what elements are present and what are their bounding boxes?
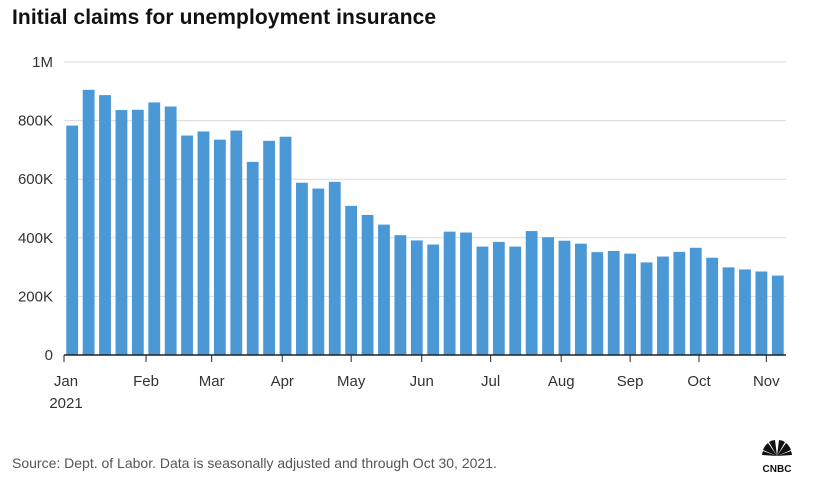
chart-title: Initial claims for unemployment insuranc…	[12, 6, 437, 29]
bar	[673, 251, 686, 355]
y-tick-label: 200K	[18, 288, 53, 305]
bar	[542, 237, 554, 355]
bar	[624, 253, 637, 355]
bar	[246, 161, 259, 355]
cnbc-logo: CNBC	[754, 436, 800, 475]
source-note: Source: Dept. of Labor. Data is seasonal…	[12, 455, 497, 471]
bar	[574, 243, 587, 355]
bar	[640, 262, 653, 355]
y-axis: 0 200K 400K 600K 800K 1M	[18, 54, 53, 364]
x-tick-label: Jan	[54, 373, 78, 390]
y-tick-label: 800K	[18, 113, 53, 130]
x-tick-label: Apr	[271, 373, 294, 390]
bar	[410, 240, 423, 355]
bar	[689, 247, 702, 355]
bar	[115, 110, 128, 355]
bar	[394, 235, 407, 355]
bar	[492, 241, 505, 355]
x-tick-label: Nov	[753, 373, 780, 390]
x-tick-sublabel: 2021	[49, 395, 82, 412]
bar	[739, 269, 751, 355]
bar	[755, 271, 768, 355]
bar	[213, 139, 226, 355]
x-tick-label: Jun	[410, 373, 434, 390]
x-tick-label: Oct	[687, 373, 711, 390]
bar	[131, 109, 144, 355]
logo-text: CNBC	[763, 464, 792, 474]
bar	[706, 257, 719, 355]
x-tick-label: Jul	[481, 373, 500, 390]
y-tick-label: 1M	[32, 54, 53, 71]
bar	[591, 252, 604, 355]
bar	[328, 181, 341, 355]
bar	[607, 250, 620, 355]
x-axis: Jan 2021 Feb Mar Apr May Jun Jul Aug Sep Oct Nov	[49, 354, 786, 412]
bar	[197, 131, 210, 355]
bars	[66, 89, 784, 356]
bar	[361, 214, 374, 355]
bar	[296, 182, 308, 355]
bar	[263, 140, 276, 355]
y-tick-label: 0	[45, 347, 53, 364]
bar	[99, 95, 111, 355]
peacock-icon: CNBC	[762, 440, 792, 475]
bar	[345, 205, 358, 355]
bar	[82, 89, 95, 356]
x-tick-label: Aug	[548, 373, 575, 390]
bar	[181, 135, 193, 355]
bar	[148, 102, 161, 356]
x-tick-label: May	[337, 373, 366, 390]
bar	[312, 188, 325, 355]
bar	[443, 231, 456, 355]
x-tick-label: Sep	[617, 373, 644, 390]
y-tick-label: 400K	[18, 230, 53, 247]
bar	[525, 231, 538, 355]
bar	[230, 130, 243, 355]
bar	[378, 224, 390, 355]
bar	[279, 136, 292, 355]
bar	[427, 244, 440, 355]
bar	[164, 106, 177, 355]
x-tick-label: Mar	[199, 373, 225, 390]
bar	[66, 125, 79, 356]
bar	[722, 267, 735, 355]
bar	[509, 246, 522, 355]
bar	[771, 275, 784, 355]
bar	[657, 256, 669, 355]
y-tick-label: 600K	[18, 171, 53, 188]
x-tick-label: Feb	[133, 373, 159, 390]
bar	[460, 232, 472, 355]
bar	[558, 240, 571, 355]
bar	[476, 246, 489, 355]
